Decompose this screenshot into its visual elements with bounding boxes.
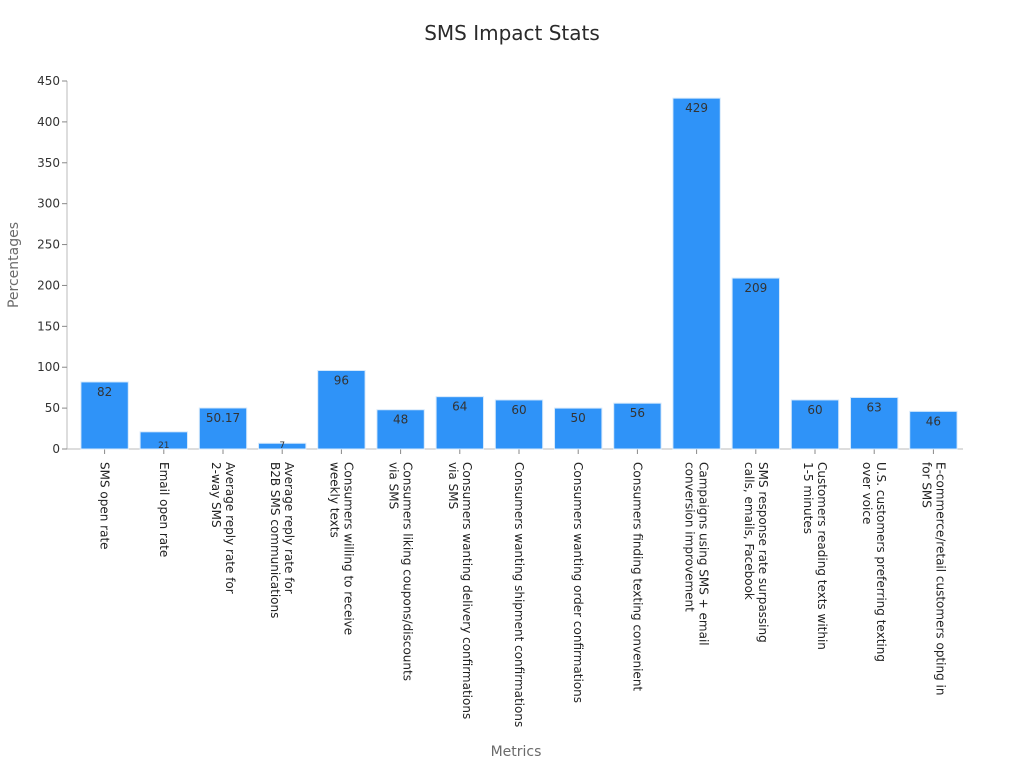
x-tick-label-line: Consumers wanting order confirmations xyxy=(571,462,585,703)
x-tick-label-line: weekly texts xyxy=(327,462,341,538)
bar-value-label: 48 xyxy=(393,413,408,427)
x-tick-label-line: Consumers wanting shipment confirmations xyxy=(512,462,526,727)
bar-value-label: 82 xyxy=(97,385,112,399)
x-tick-label-line: calls, emails, Facebook xyxy=(742,462,756,600)
y-tick-label: 450 xyxy=(37,74,60,88)
bar xyxy=(139,431,188,450)
x-tick-label: E-commerce/retail customers opting infor… xyxy=(919,462,947,695)
x-tick-label-line: U.S. customers preferring texting xyxy=(874,462,888,662)
x-tick-label-line: E-commerce/retail customers opting in xyxy=(933,462,947,695)
bar-value-label: 56 xyxy=(630,406,645,420)
x-axis-title: Metrics xyxy=(491,744,542,760)
x-tick-label: Consumers wanting delivery confirmations… xyxy=(446,462,474,719)
bar-value-label: 50 xyxy=(571,411,586,425)
x-tick-label: Consumers liking coupons/discountsvia SM… xyxy=(387,462,415,681)
x-tick-label-line: 1-5 minutes xyxy=(801,462,815,534)
bar-value-label: 21 xyxy=(158,441,169,451)
x-tick-label: Consumers wanting shipment confirmations xyxy=(512,462,526,727)
y-tick-label: 300 xyxy=(37,197,60,211)
y-tick-label: 100 xyxy=(37,360,60,374)
x-tick-label-line: Average reply rate for xyxy=(282,462,296,594)
bar xyxy=(909,410,958,450)
bar xyxy=(613,402,662,450)
bar xyxy=(317,369,366,450)
y-tick-label: 50 xyxy=(45,401,60,415)
x-tick-label-line: B2B SMS communications xyxy=(268,462,282,618)
x-tick-label: Average reply rate forB2B SMS communicat… xyxy=(268,462,296,618)
bar-value-label: 7 xyxy=(279,441,285,451)
y-axis: 0 50 100 150 200 250 300 350 400 450 xyxy=(37,74,68,456)
x-tick-label: U.S. customers preferring textingover vo… xyxy=(860,462,888,662)
x-tick-label-line: SMS response rate surpassing xyxy=(756,462,770,643)
x-tick-label-line: SMS open rate xyxy=(98,462,112,550)
bar-series xyxy=(80,97,958,450)
x-tick-label-line: over voice xyxy=(860,462,874,524)
x-tick-label: Consumers willing to receiveweekly texts xyxy=(327,462,355,635)
y-tick-label: 350 xyxy=(37,156,60,170)
y-tick-label: 400 xyxy=(37,115,60,129)
bar xyxy=(494,399,544,450)
x-tick-label: Consumers wanting order confirmations xyxy=(571,462,585,703)
bar xyxy=(435,396,484,450)
x-tick-label: SMS response rate surpassingcalls, email… xyxy=(742,462,770,643)
chart-title: SMS Impact Stats xyxy=(424,21,600,45)
bar-value-label: 60 xyxy=(511,403,526,417)
x-tick-label-line: conversion improvement xyxy=(683,462,697,612)
x-tick-label-line: via SMS xyxy=(387,462,401,509)
bar-value-label: 46 xyxy=(926,414,941,428)
bar xyxy=(790,399,840,450)
bar-value-label: 209 xyxy=(744,281,767,295)
x-axis xyxy=(67,448,963,454)
x-tick-label-line: Campaigns using SMS + email xyxy=(697,462,711,646)
bar-value-label: 63 xyxy=(867,400,882,414)
x-tick-label-line: Consumers liking coupons/discounts xyxy=(401,462,415,681)
bar-value-label: 96 xyxy=(334,373,349,387)
bar xyxy=(672,97,721,450)
x-tick-label: SMS open rate xyxy=(98,462,112,550)
y-tick-label: 0 xyxy=(52,442,60,456)
bar-value-label: 50.17 xyxy=(206,411,240,425)
bar xyxy=(376,409,425,450)
x-tick-label-line: Consumers finding texting convenient xyxy=(630,462,644,691)
x-tick-label: Consumers finding texting convenient xyxy=(630,462,644,691)
bar xyxy=(850,396,899,450)
x-tick-label: Average reply rate for2-way SMS xyxy=(209,462,237,594)
bar xyxy=(80,381,129,450)
bar-value-label: 429 xyxy=(685,101,708,115)
bar xyxy=(731,277,780,450)
x-tick-label-line: 2-way SMS xyxy=(209,462,223,528)
x-tick-label-line: Consumers willing to receive xyxy=(341,462,355,635)
y-axis-title: Percentages xyxy=(6,222,22,308)
x-tick-label-line: Consumers wanting delivery confirmations xyxy=(460,462,474,719)
x-tick-label: Campaigns using SMS + emailconversion im… xyxy=(683,462,711,646)
x-tick-label-line: for SMS xyxy=(919,462,933,508)
x-tick-label-line: Email open rate xyxy=(157,462,171,557)
bar-value-label: 60 xyxy=(807,403,822,417)
bar xyxy=(258,442,307,450)
y-tick-label: 150 xyxy=(37,319,60,333)
x-tick-label-line: Average reply rate for xyxy=(223,462,237,594)
x-tick-label: Customers reading texts within1-5 minute… xyxy=(801,462,829,650)
bar xyxy=(198,407,248,450)
x-tick-label: Email open rate xyxy=(157,462,171,557)
bar-value-label: 64 xyxy=(452,400,467,414)
x-tick-label-line: via SMS xyxy=(446,462,460,509)
bar xyxy=(554,407,603,450)
y-tick-label: 250 xyxy=(37,238,60,252)
y-tick-label: 200 xyxy=(37,278,60,292)
x-tick-labels: SMS open rate Email open rate Average repl… xyxy=(98,462,948,727)
bar-value-labels: 82 21 50.17 7 96 48 64 60 50 56 429 209 60 63 46 xyxy=(97,101,941,451)
x-tick-label-line: Customers reading texts within xyxy=(815,462,829,650)
